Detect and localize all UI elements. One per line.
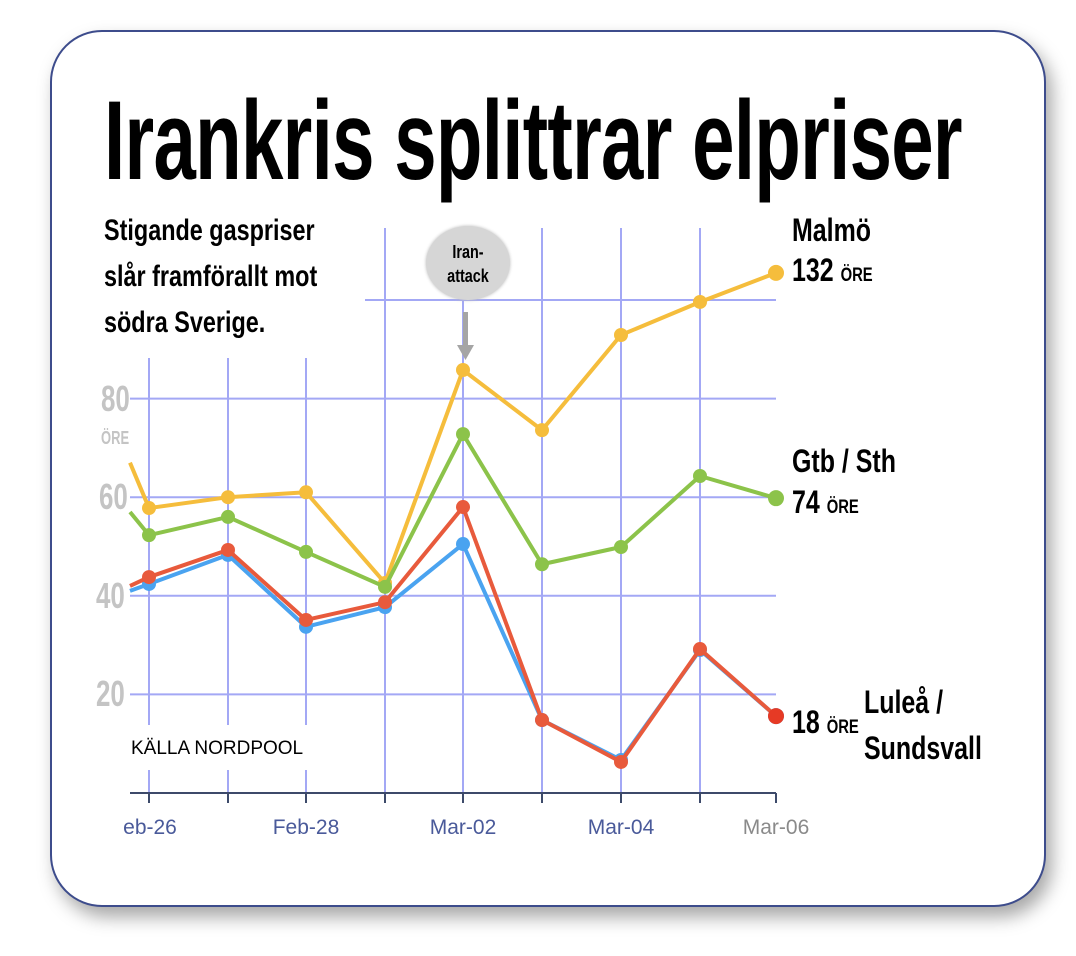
- data-point: [299, 612, 313, 627]
- label-malmo-name: Malmö: [792, 212, 872, 248]
- series-line: [129, 505, 778, 764]
- data-point: [299, 485, 313, 500]
- annotation-line: attack: [447, 266, 489, 286]
- x-tick-label: Mar-04: [587, 816, 655, 839]
- data-point: [378, 595, 392, 610]
- label-malmo-value: 132 ÖRE: [792, 252, 873, 289]
- subtitle-line: södra Sverige.: [104, 306, 266, 339]
- data-point: [614, 754, 628, 769]
- data-point: [456, 537, 470, 552]
- value: 132: [792, 252, 834, 288]
- source-note: KÄLLA NORDPOOL: [131, 738, 304, 759]
- subtitle-line: slår framförallt mot: [104, 260, 318, 293]
- x-tick-label: eb-26: [123, 816, 177, 839]
- data-point: [221, 509, 235, 524]
- data-point: [221, 490, 235, 505]
- series-line: [128, 432, 777, 589]
- subtitle-line: Stigande gaspriser: [104, 214, 315, 247]
- data-point: [693, 642, 707, 657]
- data-point: [535, 713, 549, 728]
- x-axis: [130, 792, 777, 803]
- data-point: [614, 539, 628, 554]
- unit: ÖRE: [840, 265, 873, 286]
- annotation-iran-attack: Iran- attack: [426, 226, 510, 300]
- chart-card: [50, 30, 1046, 907]
- chart-title: Irankris splittrar elpriser: [104, 78, 963, 203]
- data-point: [142, 570, 156, 585]
- series-lines: [128, 264, 784, 769]
- data-point: [142, 528, 156, 543]
- data-point: [614, 328, 628, 343]
- x-tick-label: Feb-28: [272, 816, 340, 839]
- unit: ÖRE: [826, 497, 859, 518]
- series-line: [128, 271, 777, 585]
- label-gtb-name: Gtb / Sth: [792, 443, 896, 479]
- label-lulea-name: Luleå /: [864, 684, 944, 720]
- annotation-line: Iran-: [452, 242, 484, 262]
- data-point: [535, 423, 549, 438]
- label-gtb-value: 74 ÖRE: [792, 484, 859, 521]
- y-tick-label: 80: [101, 378, 130, 419]
- data-point: [535, 557, 549, 572]
- y-tick-label: 20: [96, 673, 125, 714]
- data-point: [221, 542, 235, 557]
- value: 74: [792, 484, 820, 520]
- arrow-down-icon: [457, 312, 474, 360]
- data-point: [693, 469, 707, 484]
- y-tick-label: 60: [99, 476, 128, 517]
- series-line: [129, 542, 778, 762]
- data-point: [456, 427, 470, 442]
- data-point: [456, 363, 470, 378]
- data-point: [768, 264, 784, 281]
- x-tick-label: Mar-02: [429, 816, 497, 839]
- data-point: [378, 579, 392, 594]
- data-point: [768, 490, 784, 507]
- label-lulea-name: Sundsvall: [864, 730, 982, 766]
- unit: ÖRE: [826, 717, 859, 738]
- data-point: [768, 708, 784, 725]
- data-point: [456, 500, 470, 515]
- label-lulea-value: 18 ÖRE: [792, 704, 859, 741]
- y-unit-label: ÖRE: [101, 428, 130, 448]
- data-point: [142, 501, 156, 516]
- value: 18: [792, 704, 820, 740]
- data-point: [299, 544, 313, 559]
- y-tick-label: 40: [96, 575, 125, 616]
- x-tick-label: Mar-06: [742, 816, 810, 839]
- data-point: [693, 294, 707, 309]
